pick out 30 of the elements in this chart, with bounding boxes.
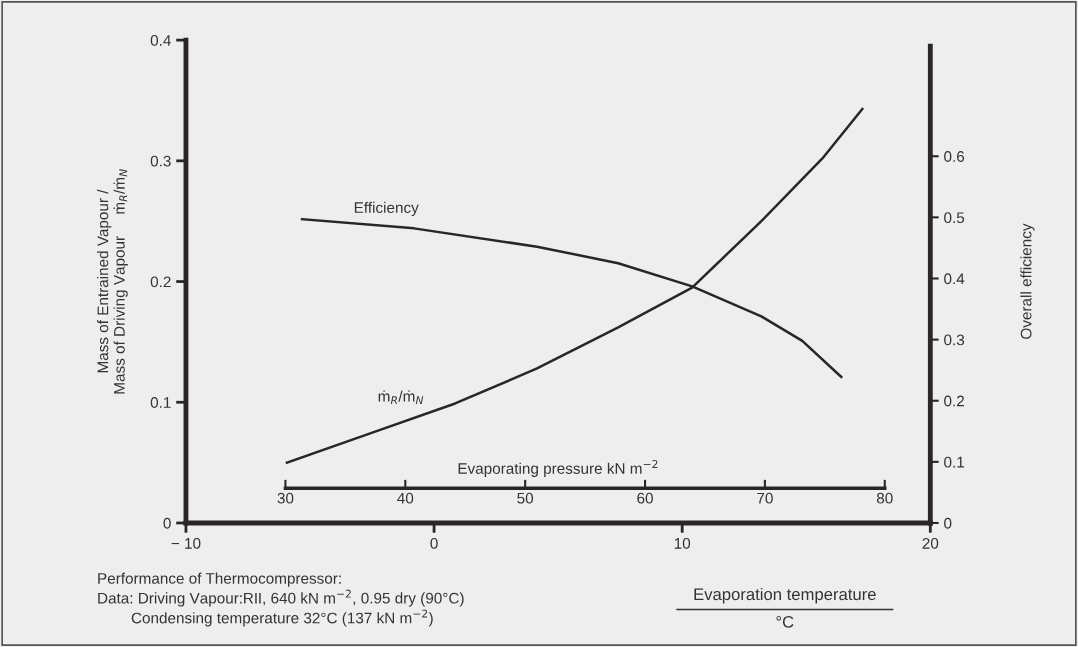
y-tick-label: 0.2 (150, 276, 171, 288)
y-tick-label: 0 (163, 517, 171, 529)
x2-tick-label: 40 (397, 492, 414, 504)
series-label: ṁ$_{R}$/ṁ$_{N}$ (378, 390, 424, 405)
y2-tick-label: 0 (944, 517, 952, 529)
y-tick-label: 0.3 (150, 155, 171, 167)
x2-tick-label: 80 (876, 492, 893, 504)
x-tick-label: 20 (922, 537, 939, 549)
y-axis-title: Mass of Entrained Vapour / Mass of Driving Vapour ṁ$_{R}$/ṁ$_{N}$ (97, 169, 128, 394)
series-label: Efficiency (354, 201, 419, 217)
y2-tick-label: 0.5 (944, 212, 965, 224)
text: Performance of Thermocompressor: Data: Driving Vapour:RII, 640 kN m$^{−2}$, 0.95 dry (90°C) Condensing temperature 32°C (137 kN m$^{−2}$) (98, 572, 464, 627)
y-tick-label: 0.1 (150, 397, 171, 408)
x2-tick-label: 60 (637, 492, 653, 504)
y2-tick-label: 0.2 (944, 395, 964, 407)
x2-tick-label: 50 (517, 492, 534, 504)
y2-tick-label: 0.3 (944, 334, 965, 346)
y2-axis-title: Overall efficiency (1020, 223, 1035, 339)
x-tick-label: − 10 (171, 537, 201, 549)
x-axis-title: Evaporation temperature °C (694, 587, 876, 628)
x2-axis-title: Evaporating pressure kN m$^{−2}$ (458, 459, 658, 477)
x2-tick-label: 30 (277, 492, 294, 504)
x2-tick-label: 70 (757, 492, 773, 504)
y2-tick-label: 0.6 (944, 151, 965, 162)
x-tick-label: 10 (674, 537, 691, 549)
y-tick-label: 0.4 (150, 34, 171, 46)
y2-tick-label: 0.4 (944, 273, 965, 285)
x-tick-label: 0 (430, 537, 438, 549)
y2-tick-label: 0.1 (944, 456, 964, 468)
line-series (300, 217, 843, 379)
